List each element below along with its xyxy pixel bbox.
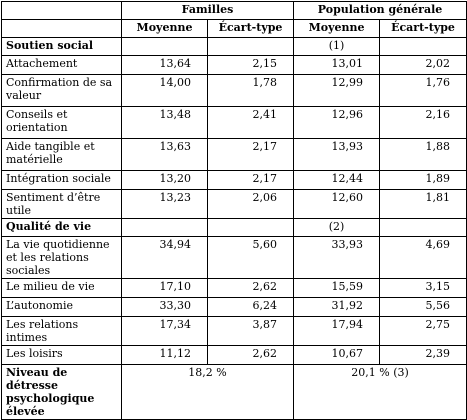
population-mean-value: 17,94 [293,316,381,346]
table-row: Conseils et orientation 13,48 2,41 12,96… [1,106,467,139]
row-label: Les relations intimes [1,316,122,346]
table-row: Confirmation de sa valeur 14,00 1,78 12,… [1,74,467,107]
distress-families-value: 18,2 % [120,364,295,420]
population-mean-value: 12,96 [293,106,381,139]
group-header-row: Familles Population générale [1,1,467,20]
row-label: L’autonomie [1,297,122,317]
families-sd-value: 2,17 [206,170,295,190]
section-title-quality-of-life: Qualité de vie [1,218,122,237]
families-sd-value: 2,41 [206,106,295,139]
families-mean-value: 33,30 [121,297,208,317]
column-header-row: Moyenne Écart-type Moyenne Écart-type [1,19,467,38]
section-row-social-support: Soutien social (1) [1,37,467,56]
section-note-social-support: (1) [293,37,381,56]
distress-label: Niveau de détresse psychologique élevée [1,364,122,420]
table-row: Aide tangible et matérielle 13,63 2,17 1… [1,138,467,171]
population-sd-value: 4,69 [379,236,467,279]
population-mean-value: 12,99 [293,74,381,107]
col-header-population-mean: Moyenne [293,19,381,38]
table-row: Les loisirs 11,12 2,62 10,67 2,39 [1,345,467,365]
families-sd-value: 6,24 [206,297,295,317]
empty-corner-cell [1,19,122,38]
families-sd-value: 2,15 [206,55,295,75]
families-mean-value: 11,12 [121,345,208,365]
population-mean-value: 33,93 [293,236,381,279]
row-label: Intégration sociale [1,170,122,190]
families-mean-value: 17,10 [121,278,208,298]
population-mean-value: 13,01 [293,55,381,75]
population-sd-value: 1,88 [379,138,467,171]
families-sd-value: 2,17 [206,138,295,171]
families-sd-value: 2,06 [206,189,295,219]
families-mean-value: 13,20 [121,170,208,190]
row-label: Le milieu de vie [1,278,122,298]
row-label: Aide tangible et matérielle [1,138,122,171]
population-sd-value: 1,81 [379,189,467,219]
col-header-population-sd: Écart-type [379,19,467,38]
families-sd-value: 2,62 [206,345,295,365]
families-sd-value: 5,60 [206,236,295,279]
row-label: Attachement [1,55,122,75]
population-sd-value: 2,39 [379,345,467,365]
empty-corner-cell [1,1,122,20]
table-row: Sentiment d’être utile 13,23 2,06 12,60 … [1,189,467,219]
table-row: La vie quotidienne et les relations soci… [1,236,467,279]
families-sd-value: 2,62 [206,278,295,298]
table-row: Le milieu de vie 17,10 2,62 15,59 3,15 [1,278,467,298]
families-mean-value: 13,23 [121,189,208,219]
table-row: L’autonomie 33,30 6,24 31,92 5,56 [1,297,467,317]
population-mean-value: 12,44 [293,170,381,190]
population-mean-value: 10,67 [293,345,381,365]
population-mean-value: 13,93 [293,138,381,171]
section-row-quality-of-life: Qualité de vie (2) [1,218,467,237]
col-header-families-mean: Moyenne [121,19,208,38]
row-label: Sentiment d’être utile [1,189,122,219]
families-mean-value: 14,00 [121,74,208,107]
section-note-quality-of-life: (2) [293,218,381,237]
row-label: Confirmation de sa valeur [1,74,122,107]
families-mean-value: 34,94 [121,236,208,279]
families-mean-value: 13,64 [121,55,208,75]
population-sd-value: 1,76 [379,74,467,107]
col-header-families-sd: Écart-type [206,19,295,38]
group-header-population: Population générale [293,1,467,20]
distress-population-value: 20,1 % (3) [293,364,467,420]
row-label: La vie quotidienne et les relations soci… [1,236,122,279]
population-mean-value: 12,60 [293,189,381,219]
families-mean-value: 13,63 [121,138,208,171]
families-sd-value: 1,78 [206,74,295,107]
distress-row: Niveau de détresse psychologique élevée … [1,364,467,420]
population-sd-value: 2,02 [379,55,467,75]
families-mean-value: 13,48 [121,106,208,139]
population-mean-value: 31,92 [293,297,381,317]
row-label: Les loisirs [1,345,122,365]
population-sd-value: 3,15 [379,278,467,298]
population-sd-value: 5,56 [379,297,467,317]
families-mean-value: 17,34 [121,316,208,346]
population-sd-value: 2,16 [379,106,467,139]
population-mean-value: 15,59 [293,278,381,298]
row-label: Conseils et orientation [1,106,122,139]
population-sd-value: 2,75 [379,316,467,346]
table-row: Les relations intimes 17,34 3,87 17,94 2… [1,316,467,346]
group-header-families: Familles [120,1,295,20]
population-sd-value: 1,89 [379,170,467,190]
section-title-social-support: Soutien social [1,37,122,56]
table-row: Attachement 13,64 2,15 13,01 2,02 [1,55,467,75]
families-sd-value: 3,87 [206,316,295,346]
table-row: Intégration sociale 13,20 2,17 12,44 1,8… [1,170,467,190]
